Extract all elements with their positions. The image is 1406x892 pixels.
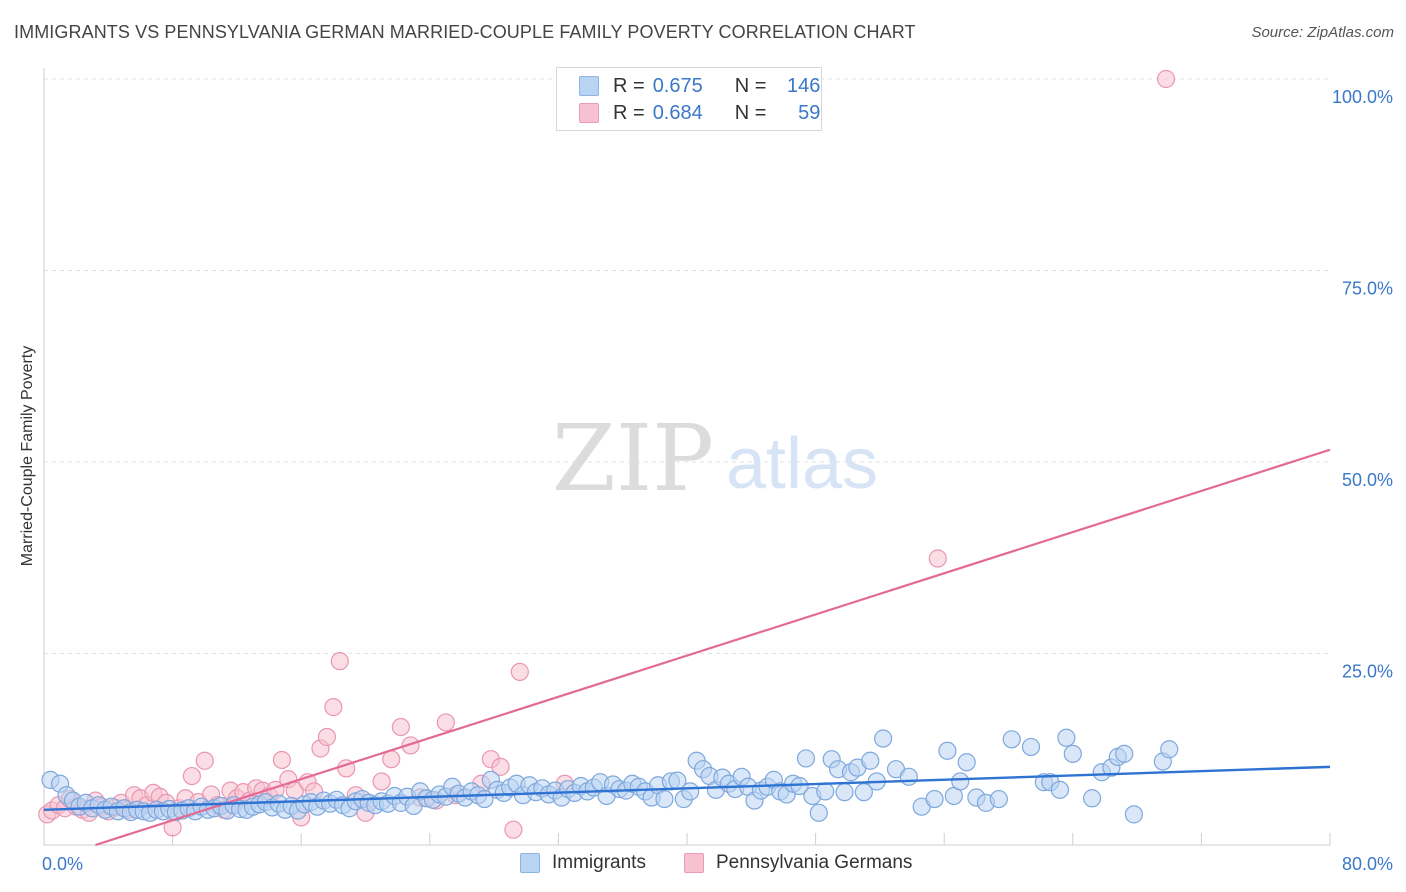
immigrants-point bbox=[957, 753, 976, 772]
immigrants-r-value: 0.675 bbox=[652, 74, 703, 97]
legend-label-immigrants: Immigrants bbox=[552, 852, 646, 873]
pa-germans-point bbox=[330, 652, 349, 671]
immigrants-point bbox=[925, 789, 944, 809]
y-tick-label: 50.0% bbox=[1342, 470, 1393, 490]
immigrants-swatch bbox=[579, 76, 599, 96]
immigrants-point bbox=[1082, 789, 1102, 808]
x-tick-label: 80.0% bbox=[1342, 854, 1393, 874]
immigrants-point bbox=[1160, 740, 1179, 759]
y-tick-label: 25.0% bbox=[1342, 662, 1393, 682]
immigrants-point bbox=[1002, 730, 1021, 749]
trendlines bbox=[43, 448, 1331, 847]
pa-germans-point bbox=[195, 751, 214, 770]
pa-germans-r-value: 0.684 bbox=[652, 101, 703, 124]
r-label: R = bbox=[613, 74, 645, 97]
immigrants-point bbox=[835, 783, 854, 802]
pa-germans-point bbox=[504, 820, 523, 839]
immigrants-point bbox=[938, 741, 957, 760]
immigrants-point bbox=[796, 749, 816, 768]
gridlines bbox=[44, 78, 1330, 654]
pa-germans-point bbox=[510, 662, 529, 681]
legend-item-immigrants: Immigrants bbox=[520, 852, 646, 874]
pa-germans-point bbox=[372, 772, 391, 791]
immigrants-point bbox=[1021, 737, 1041, 757]
immigrants-point bbox=[854, 783, 873, 802]
immigrants-point bbox=[1115, 744, 1134, 763]
chart-title: IMMIGRANTS VS PENNSYLVANIA GERMAN MARRIE… bbox=[14, 22, 916, 42]
legend-row-immigrants: R = 0.675 N = 146 bbox=[579, 74, 820, 98]
immigrants-point bbox=[809, 803, 828, 822]
pa-germans-trendline bbox=[95, 448, 1331, 847]
pa-germans-n-value: 59 bbox=[798, 101, 821, 124]
series-legend: Immigrants Pennsylvania Germans bbox=[0, 852, 1406, 878]
pa-germans-point bbox=[436, 713, 455, 732]
legend-row-pa-germans: R = 0.684 N = 59 bbox=[579, 101, 820, 125]
legend-label-pa-germans: Pennsylvania Germans bbox=[716, 852, 913, 873]
pa-germans-point bbox=[491, 757, 510, 776]
pa-germans-point bbox=[272, 750, 292, 770]
pa-germans-point bbox=[928, 549, 947, 568]
pa-germans-swatch bbox=[579, 103, 599, 123]
pa-germans-point bbox=[1156, 69, 1176, 89]
immigrants-trendline bbox=[43, 765, 1331, 811]
immigrants-point bbox=[874, 729, 893, 748]
r-label: R = bbox=[613, 101, 645, 124]
pa-germans-point bbox=[317, 727, 337, 747]
n-label: N = bbox=[734, 74, 767, 97]
x-tick-label: 0.0% bbox=[42, 854, 83, 874]
pa-germans-point bbox=[182, 766, 201, 786]
y-tick-label: 75.0% bbox=[1342, 279, 1393, 299]
axes bbox=[43, 68, 1331, 846]
pa-germans-point bbox=[324, 698, 343, 717]
immigrants-point bbox=[1050, 780, 1070, 799]
pa-germans-swatch bbox=[684, 853, 704, 873]
series-immigrants bbox=[41, 728, 1179, 824]
watermark-atlas: atlas bbox=[726, 424, 878, 504]
immigrants-point bbox=[655, 789, 674, 809]
immigrants-point bbox=[861, 751, 880, 770]
watermark-zip: ZIP bbox=[552, 405, 714, 512]
immigrants-n-value: 146 bbox=[787, 74, 821, 97]
immigrants-point bbox=[816, 782, 835, 801]
source-label: Source: ZipAtlas.com bbox=[1251, 24, 1394, 41]
n-label: N = bbox=[734, 101, 767, 124]
immigrants-point bbox=[951, 772, 970, 791]
watermark: ZIP atlas bbox=[552, 405, 878, 512]
pa-germans-point bbox=[391, 717, 410, 737]
immigrants-point bbox=[899, 767, 918, 786]
immigrants-point bbox=[989, 789, 1008, 809]
immigrants-point bbox=[1124, 805, 1143, 824]
pa-germans-point bbox=[401, 736, 420, 755]
immigrants-point bbox=[1063, 744, 1082, 763]
legend-item-pa-germans: Pennsylvania Germans bbox=[684, 852, 912, 874]
tick-labels: 25.0% 50.0% 75.0% 100.0% 0.0% 80.0% bbox=[42, 87, 1393, 874]
immigrants-point bbox=[681, 782, 700, 801]
immigrants-point bbox=[1057, 728, 1076, 747]
immigrants-swatch bbox=[520, 853, 540, 873]
y-tick-label: 100.0% bbox=[1332, 87, 1393, 107]
correlation-legend: R = 0.675 N = 146 R = 0.684 N = 59 bbox=[556, 67, 822, 131]
